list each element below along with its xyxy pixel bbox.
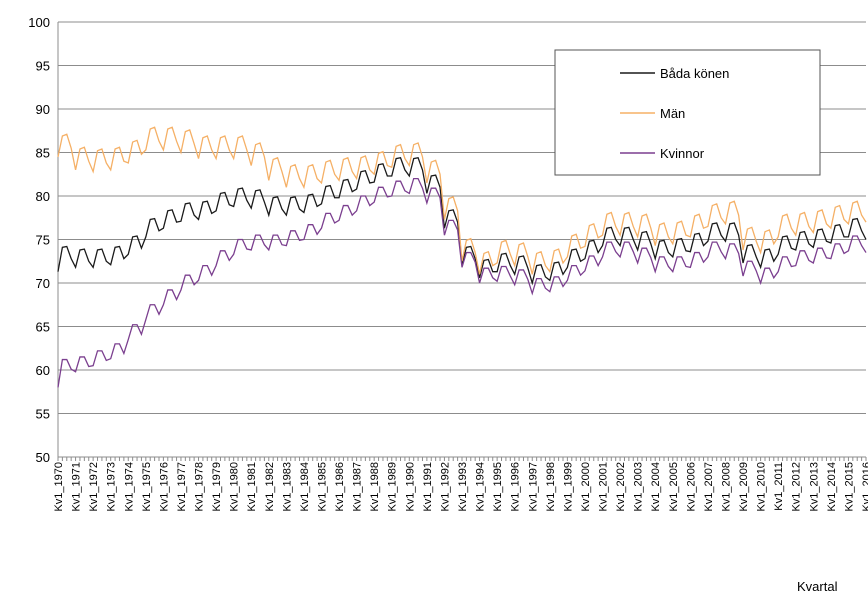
x-tick-label: Kv1_1975: [141, 462, 153, 512]
x-tick-label: Kv1_2010: [756, 462, 768, 512]
x-tick-label: Kv1_1983: [281, 462, 293, 512]
x-tick-label: Kv1_1973: [106, 462, 118, 512]
x-tick-label: Kv1_2016: [861, 462, 868, 512]
x-tick-label: Kv1_1971: [71, 462, 83, 512]
x-tick-label: Kv1_1998: [545, 462, 557, 512]
legend-box: [554, 49, 821, 176]
x-tick-label: Kv1_2005: [668, 462, 680, 512]
x-tick-label: Kv1_1980: [229, 462, 241, 512]
x-tick-label: Kv1_2004: [650, 462, 662, 512]
x-tick-label: Kv1_1981: [246, 462, 258, 512]
x-tick-label: Kv1_2002: [615, 462, 627, 512]
x-tick-label: Kv1_2013: [808, 462, 820, 512]
x-tick-label: Kv1_1997: [527, 462, 539, 512]
x-tick-label: Kv1_2006: [685, 462, 697, 512]
legend-label: Båda könen: [660, 66, 729, 81]
x-tick-label: Kv1_2003: [633, 462, 645, 512]
y-tick-label: 70: [36, 276, 50, 291]
x-tick-label: Kv1_1979: [211, 462, 223, 512]
x-tick-label: Kv1_2009: [738, 462, 750, 512]
series-line: [57, 177, 867, 388]
y-tick-label: 95: [36, 59, 50, 74]
legend-label: Kvinnor: [660, 146, 705, 161]
x-tick-label: Kv1_1996: [510, 462, 522, 512]
y-tick-label: 80: [36, 189, 50, 204]
x-tick-label: Kv1_2000: [580, 462, 592, 512]
x-tick-label: Kv1_1984: [299, 462, 311, 512]
x-tick-label: Kv1_1978: [194, 462, 206, 512]
x-tick-label: Kv1_1985: [316, 462, 328, 512]
x-tick-label: Kv1_1977: [176, 462, 188, 512]
x-tick-label: Kv1_2012: [791, 462, 803, 512]
y-tick-label: 60: [36, 363, 50, 378]
y-tick-label: 90: [36, 102, 50, 117]
x-tick-label: Kv1_1986: [334, 462, 346, 512]
x-tick-label: Kv1_1974: [123, 462, 135, 512]
x-tick-label: Kv1_1987: [352, 462, 364, 512]
x-tick-label: Kv1_1982: [264, 462, 276, 512]
y-tick-label: 55: [36, 407, 50, 422]
x-tick-label: Kv1_1989: [387, 462, 399, 512]
x-tick-label: Kv1_1990: [404, 462, 416, 512]
x-tick-label: Kv1_1970: [53, 462, 65, 512]
x-tick-label: Kv1_2014: [826, 462, 838, 512]
y-tick-label: 65: [36, 320, 50, 335]
x-tick-label: Kv1_2007: [703, 462, 715, 512]
y-tick-label: 85: [36, 146, 50, 161]
series-line: [57, 126, 867, 275]
x-tick-label: Kv1_1976: [158, 462, 170, 512]
x-tick-label: Kv1_1999: [562, 462, 574, 512]
x-tick-label: Kv1_1992: [439, 462, 451, 512]
legend-label: Män: [660, 106, 685, 121]
x-tick-label: Kv1_1988: [369, 462, 381, 512]
x-tick-label: Kv1_1993: [457, 462, 469, 512]
y-tick-label: 50: [36, 450, 50, 465]
x-tick-label: Kv1_2011: [773, 462, 785, 511]
y-tick-label: 75: [36, 233, 50, 248]
x-tick-label: Kv1_1991: [422, 462, 434, 512]
x-tick-label: Kv1_1972: [88, 462, 100, 512]
x-axis-label: Kvartal: [797, 579, 838, 594]
x-tick-label: Kv1_1994: [475, 462, 487, 512]
x-tick-label: Kv1_1995: [492, 462, 504, 512]
y-tick-label: 100: [28, 15, 50, 30]
x-tick-label: Kv1_2015: [843, 462, 855, 512]
x-tick-label: Kv1_2008: [720, 462, 732, 512]
x-tick-label: Kv1_2001: [598, 462, 610, 512]
